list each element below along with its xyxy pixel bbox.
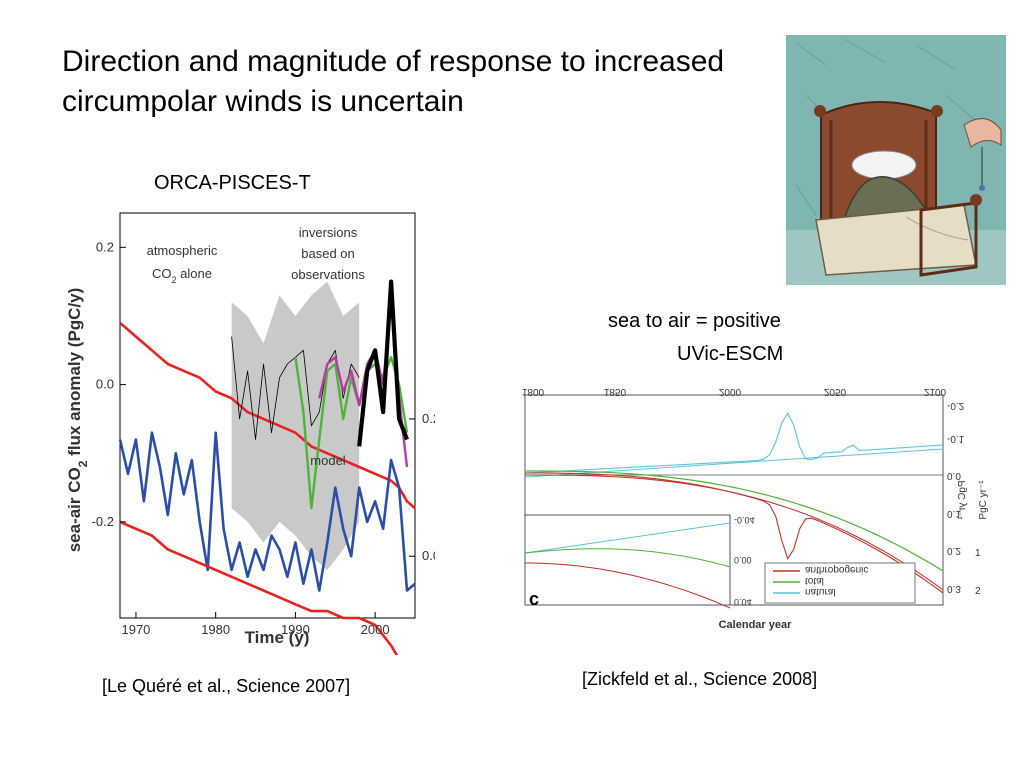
- x-tick-label: 1970: [121, 622, 150, 637]
- mirrored-y-tick-label: -0.1: [947, 433, 965, 444]
- slide-title: Direction and magnitude of response to i…: [62, 45, 725, 118]
- left-citation: [Le Quéré et al., Science 2007]: [102, 676, 351, 696]
- inset-tick-label: 0.04: [734, 597, 752, 607]
- legend-label: total: [805, 575, 824, 586]
- inset-frame: [524, 514, 731, 606]
- annotation-inversions: inversions: [299, 225, 358, 240]
- y-axis-label: PgC yr⁻¹: [978, 480, 989, 520]
- mirrored-y-axis-label: PgC yr⁻¹: [957, 480, 968, 520]
- y-tick-label: 0.2: [96, 239, 114, 254]
- inset-total: [524, 548, 731, 568]
- mirrored-x-tick-label: 2000: [719, 386, 742, 397]
- inset-tick-label: -0.04: [734, 515, 755, 525]
- uvic-escm-chart: 1800 1850 2000 2050 2100-0.2 -0.1 0.0 0.1 0.2 0.3…: [522, 386, 989, 631]
- right-y-tick-label: 1: [975, 548, 981, 559]
- mirrored-y-tick-label: 0.0: [947, 470, 961, 481]
- x-axis-label: Time (y): [245, 628, 310, 647]
- inversion-uncertainty-band: [231, 281, 360, 570]
- right-citation: [Zickfeld et al., Science 2008]: [582, 669, 818, 689]
- x-tick-label: 1980: [201, 622, 230, 637]
- panel-label: c: [529, 589, 539, 609]
- plot-frame: [524, 394, 944, 606]
- series-anthropogenic-smooth: [525, 474, 944, 591]
- right-chart-caption: UVic-ESCM: [677, 343, 784, 365]
- mirrored-x-tick-label: 2050: [824, 386, 847, 397]
- inset-tick-label: 0.00: [734, 555, 752, 565]
- annotation-observations: observations: [291, 267, 365, 282]
- y-axis-label: sea-air CO2 flux anomaly (PgC/y): [65, 288, 90, 553]
- mirrored-x-tick-label: 1800: [522, 386, 545, 397]
- inset-anthropogenic: [525, 562, 731, 609]
- mirrored-y-tick-label: 0.1: [947, 508, 961, 519]
- annotation-based-on: based on: [301, 246, 355, 261]
- orca-pisces-chart: 1970 1980 1990 2000 0.2 0.0 -0.2 0.2 0.0 sea-air…: [65, 212, 435, 655]
- bed-illustration: [786, 35, 1006, 285]
- legend-label: anthropogenic: [805, 564, 868, 575]
- annotation-co2-alone: CO2 alone: [152, 266, 212, 285]
- series-black-inv: [357, 279, 409, 447]
- series-total: [525, 470, 944, 572]
- inset-natural: [524, 522, 731, 554]
- left-chart-caption: ORCA-PISCES-T: [154, 172, 311, 194]
- y-tick-label: -0.2: [92, 514, 114, 529]
- series-natural-trend: [524, 448, 944, 478]
- x-tick-label: 1990: [281, 622, 310, 637]
- mirrored-y-tick-label: 0.2: [947, 545, 961, 556]
- series-natural: [524, 411, 944, 474]
- series-red-lower: [119, 520, 399, 655]
- series-red-upper: [119, 321, 416, 510]
- plot-frame: [119, 212, 416, 619]
- legend-label: natural: [805, 586, 836, 597]
- mirrored-y-tick-label: 0.3: [947, 583, 961, 594]
- right-y-tick-label: 0.2: [422, 411, 435, 426]
- series-blue-model: [118, 431, 416, 592]
- y-tick-label: 0.0: [96, 377, 114, 392]
- x-axis-label: Calendar year: [719, 619, 792, 631]
- right-y-tick-label: 2: [975, 586, 981, 597]
- series-green: [294, 355, 409, 510]
- mirrored-x-tick-label: 2100: [924, 386, 947, 397]
- annotation-atmospheric: atmospheric: [147, 243, 218, 258]
- x-tick-label: 2000: [361, 622, 390, 637]
- sign-convention-caption: sea to air = positive: [608, 310, 781, 332]
- annotation-model: model: [310, 453, 346, 468]
- mirrored-y-tick-label: -0.2: [947, 400, 965, 411]
- right-y-tick-label: 0.0: [422, 548, 435, 563]
- mirrored-x-tick-label: 1850: [604, 386, 627, 397]
- legend-box: [764, 562, 916, 604]
